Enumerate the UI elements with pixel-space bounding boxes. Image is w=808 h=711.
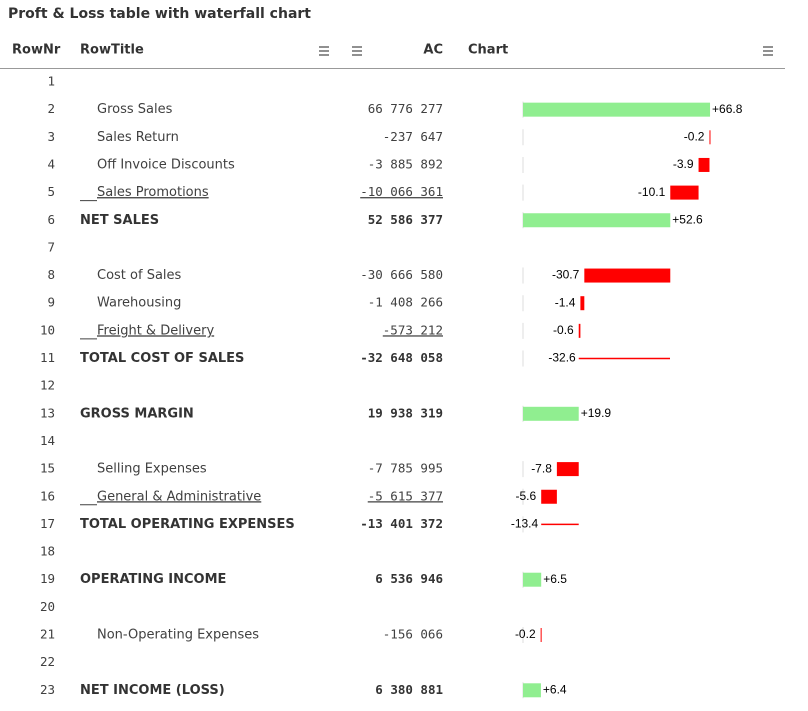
column-header[interactable]: RowNr [12,43,61,58]
waterfall-bar [584,268,671,283]
ac-value: -10 066 361 [360,184,443,199]
row-title: NET INCOME (LOSS) [80,683,225,698]
bar-label: -0.2 [515,627,536,641]
row-title: Sales Return [97,130,179,145]
ac-value: -1 408 266 [368,295,443,310]
menu-icon[interactable] [319,46,329,56]
menu-icon[interactable] [763,46,773,56]
row-title: TOTAL COST OF SALES [80,351,244,366]
row-number: 20 [40,599,55,614]
column-header[interactable]: RowTitle [80,43,144,58]
waterfall-bar [540,628,542,642]
row-title: Freight & Delivery [97,323,214,338]
row-title: Non-Operating Expenses [97,628,259,643]
row-number: 21 [40,627,55,642]
ac-value: -32 648 058 [360,350,443,365]
ac-value: 6 536 946 [375,571,443,586]
row-number: 10 [40,322,55,337]
ac-value: -5 615 377 [368,488,443,503]
ac-value: -30 666 580 [360,267,443,282]
row-title: TOTAL OPERATING EXPENSES [80,517,295,532]
row-number: 13 [40,405,55,420]
waterfall-bar [709,130,711,145]
total-bar [523,406,579,421]
bar-label: -30.7 [552,268,580,282]
ac-value: -573 212 [383,322,443,337]
row-title: Off Invoice Discounts [97,157,235,172]
total-bar [523,213,671,228]
page-title: Proft & Loss table with waterfall chart [8,6,311,22]
row-number: 14 [40,433,55,448]
waterfall-bar [556,462,579,477]
row-number: 4 [47,156,55,171]
bar-label: -0.2 [684,129,705,143]
row-number: 8 [47,267,55,282]
ac-value: -3 885 892 [368,156,443,171]
row-number: 17 [40,516,55,531]
waterfall-bar [523,102,711,117]
row-number: 1 [47,74,55,89]
bar-label: -10.1 [638,185,666,199]
row-number: 18 [40,544,55,559]
row-number: 16 [40,488,55,503]
total-bar [523,683,541,698]
bar-label: -7.8 [531,461,552,475]
bar-label: -5.6 [516,489,537,503]
row-number: 23 [40,682,55,697]
bar-label: -0.6 [553,323,574,337]
row-number: 9 [47,295,55,310]
column-header[interactable]: AC [423,43,443,58]
row-title: Gross Sales [97,102,173,117]
waterfall-bar [578,323,581,338]
ac-value: 66 776 277 [368,101,443,116]
column-header[interactable]: Chart [468,43,508,58]
row-number: 11 [40,350,55,365]
ac-value: 52 586 377 [368,212,443,227]
row-number: 19 [40,571,55,586]
waterfall-bar [698,157,710,172]
total-bar [523,572,542,587]
row-title: GROSS MARGIN [80,406,194,421]
ac-value: 19 938 319 [368,405,443,420]
row-number: 6 [47,212,55,227]
ac-value: -7 785 995 [368,461,443,476]
row-number: 5 [47,184,55,199]
bar-label: +66.8 [712,102,743,116]
bar-label: +19.9 [581,406,612,420]
waterfall-bar [541,489,557,504]
row-title: Selling Expenses [97,462,207,477]
row-number: 12 [40,378,55,393]
row-title: NET SALES [80,213,159,228]
row-number: 22 [40,654,55,669]
waterfall-bar [670,185,699,200]
bar-label: +52.6 [672,212,703,226]
row-title: Cost of Sales [97,268,182,283]
menu-icon[interactable] [352,46,362,56]
bar-label: +6.4 [543,682,567,696]
row-number: 15 [40,461,55,476]
row-title: OPERATING INCOME [80,572,226,587]
bar-label: -3.9 [673,157,694,171]
row-title: Sales Promotions [97,185,209,200]
row-title: Warehousing [97,296,181,311]
waterfall-bar [580,296,585,311]
bar-label: +6.5 [543,572,567,586]
row-number: 3 [47,129,55,144]
ac-value: -237 647 [383,129,443,144]
bar-label: -1.4 [555,295,576,309]
row-title: General & Administrative [97,489,261,504]
ac-value: 6 380 881 [375,682,443,697]
ac-value: -13 401 372 [360,516,443,531]
bar-label: -32.6 [548,351,576,365]
row-number: 2 [47,101,55,116]
ac-value: -156 066 [383,627,443,642]
bar-label: -13.4 [511,517,539,531]
row-number: 7 [47,239,55,254]
